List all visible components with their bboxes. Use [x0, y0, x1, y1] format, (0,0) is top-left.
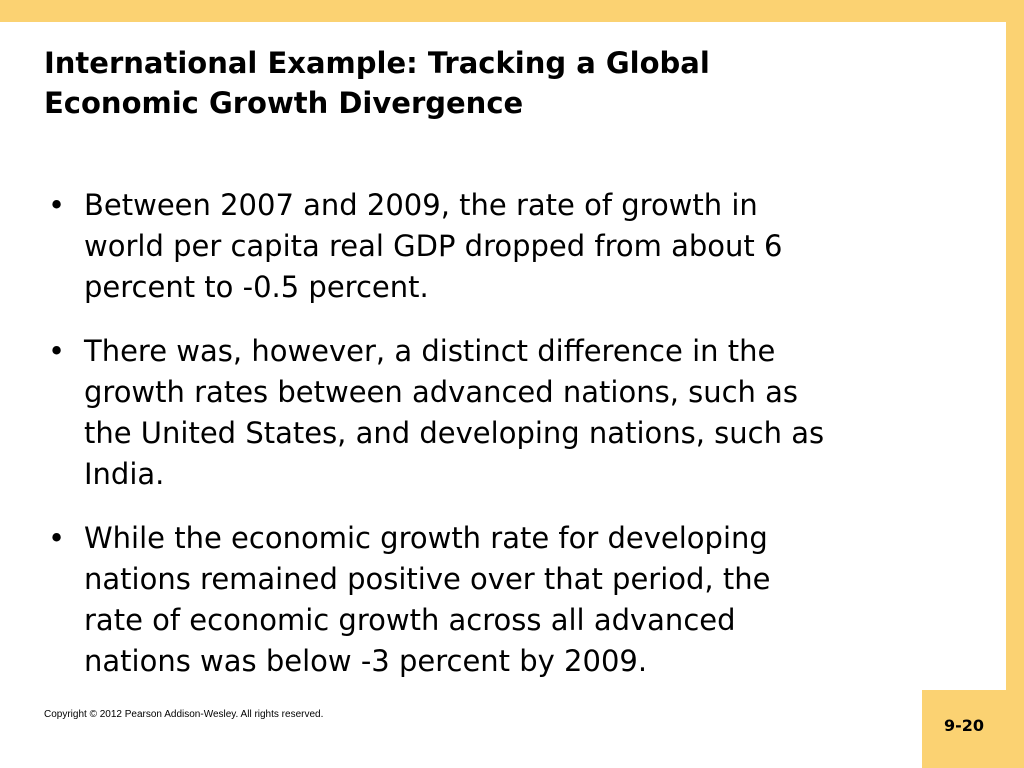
bullet-text: There was, however, a distinct differenc…	[84, 331, 984, 495]
slide-title-line: Economic Growth Divergence	[44, 86, 524, 120]
bullet-text: While the economic growth rate for devel…	[84, 518, 984, 682]
bullet-dot-icon: •	[48, 188, 66, 222]
bullet-line: rate of economic growth across all advan…	[84, 603, 736, 637]
bullet-line: There was, however, a distinct differenc…	[84, 334, 776, 368]
bullet-list: • Between 2007 and 2009, the rate of gro…	[44, 185, 984, 705]
bullet-line: world per capita real GDP dropped from a…	[84, 229, 783, 263]
bullet-text: Between 2007 and 2009, the rate of growt…	[84, 185, 984, 308]
bullet-item: • Between 2007 and 2009, the rate of gro…	[44, 185, 984, 308]
bullet-line: the United States, and developing nation…	[84, 416, 825, 450]
bullet-line: India.	[84, 457, 165, 491]
slide-number-box: 9-20	[922, 690, 1006, 768]
slide-canvas: International Example: Tracking a Global…	[0, 22, 1006, 768]
bullet-dot-icon: •	[48, 334, 66, 368]
bullet-line: nations was below -3 percent by 2009.	[84, 644, 648, 678]
bullet-item: • While the economic growth rate for dev…	[44, 518, 984, 682]
bullet-line: Between 2007 and 2009, the rate of growt…	[84, 188, 758, 222]
bullet-dot-icon: •	[48, 521, 66, 555]
slide-number: 9-20	[943, 716, 985, 735]
slide-title: International Example: Tracking a Global…	[44, 43, 974, 123]
bullet-line: percent to -0.5 percent.	[84, 270, 429, 304]
bullet-item: • There was, however, a distinct differe…	[44, 331, 984, 495]
copyright-notice: Copyright © 2012 Pearson Addison-Wesley.…	[44, 709, 324, 720]
bullet-line: growth rates between advanced nations, s…	[84, 375, 799, 409]
slide-title-line: International Example: Tracking a Global	[44, 46, 710, 80]
bullet-line: nations remained positive over that peri…	[84, 562, 771, 596]
bullet-line: While the economic growth rate for devel…	[84, 521, 768, 555]
